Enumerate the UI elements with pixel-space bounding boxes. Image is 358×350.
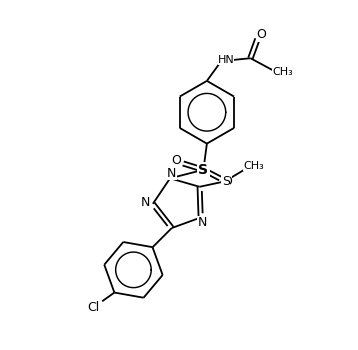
Text: Cl: Cl: [87, 301, 100, 314]
Text: CH₃: CH₃: [243, 161, 264, 171]
Text: O: O: [171, 154, 181, 167]
Text: CH₃: CH₃: [272, 67, 293, 77]
Text: HN: HN: [218, 55, 234, 65]
Text: N: N: [198, 216, 207, 229]
Text: O: O: [256, 28, 266, 41]
Text: O: O: [222, 175, 232, 188]
Text: N: N: [167, 167, 176, 180]
Text: S: S: [198, 163, 208, 177]
Text: N: N: [141, 196, 151, 209]
Text: S: S: [222, 175, 230, 188]
